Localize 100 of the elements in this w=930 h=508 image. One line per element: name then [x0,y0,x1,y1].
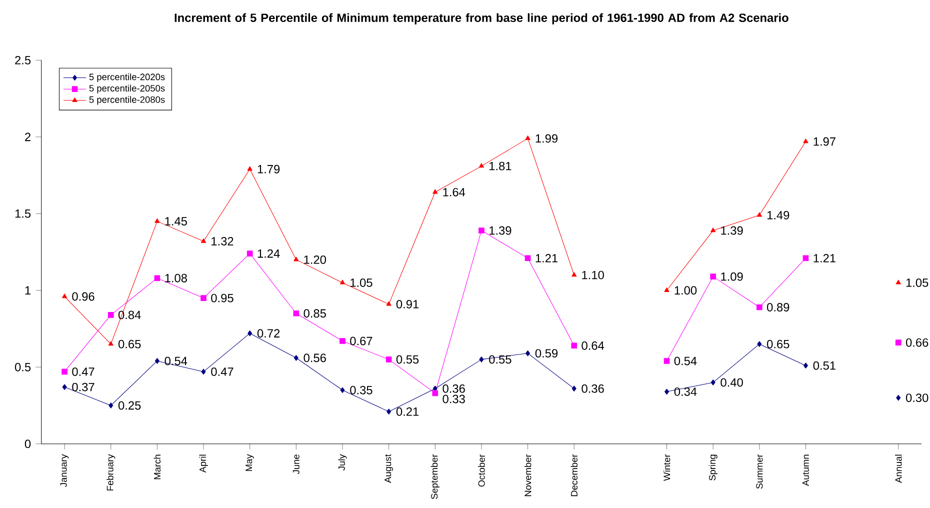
y-tick-label: 1 [25,286,30,295]
x-tick-label: June [292,454,300,474]
point [757,341,762,348]
data-label: 1.49 [767,211,790,220]
point [664,288,670,292]
data-label: 0.85 [304,309,326,318]
data-label: 0.59 [535,349,558,358]
point [386,408,392,415]
point [340,280,346,284]
x-tick-label: January [60,454,69,488]
legend-label: 5 percentile-2080s [89,96,165,105]
point [201,368,206,375]
data-label: 0.65 [767,340,790,348]
data-label: 0.67 [350,336,372,346]
legend-label: 5 percentile-2050s [89,84,165,94]
y-tick-label: 2 [25,132,30,142]
point [756,212,762,217]
data-label: 0.89 [767,303,790,312]
data-label: 0.47 [72,368,94,376]
legend-label: 5 percentile-2020s [89,74,165,82]
point [62,294,68,298]
x-tick-label: December [570,454,578,496]
data-label: 0.66 [906,338,928,347]
chart-title: Increment of 5 Percentile of Minimum temperature from base line period of 1961-1990 AD from A2 Scenario [174,13,788,24]
data-label: 0.55 [396,355,419,364]
data-label: 1.21 [536,254,558,262]
point [524,255,531,262]
point [340,338,346,344]
data-label: 0.25 [118,401,141,410]
data-label: 1.81 [490,162,512,170]
point [386,356,392,362]
data-label: 0.95 [211,294,234,302]
point [664,358,670,364]
point [478,228,484,234]
y-tick-label: 1.5 [15,210,31,218]
x-tick-label: Summer [756,454,763,489]
point [525,136,530,140]
data-label: 1.79 [258,165,280,174]
point [803,362,808,369]
data-label: 1.97 [814,137,836,146]
data-label: 0.65 [118,340,141,348]
point [154,358,160,364]
data-label: 0.55 [489,355,512,364]
point [664,388,670,395]
y-tick-label: 0 [24,440,31,448]
point [108,402,114,408]
point [294,256,299,262]
x-tick-label: May [246,454,254,471]
x-tick-label: Winter [663,454,670,481]
data-label: 1.21 [814,254,836,262]
point [386,301,392,306]
data-label: 0.35 [350,386,372,394]
point [896,280,901,284]
point [895,340,902,346]
point [432,390,438,396]
data-label: 0.54 [674,356,697,366]
data-label: 0.36 [442,384,465,393]
data-label: 1.20 [304,256,326,264]
point [710,228,716,232]
data-label: 0.64 [582,342,604,350]
point [200,238,206,243]
point [154,275,160,282]
data-label: 0.34 [674,388,697,396]
point [293,310,300,316]
data-label: 0.72 [257,329,280,338]
point [246,250,253,257]
x-tick-label: Autumn [802,454,809,486]
point [248,330,252,336]
data-label: 0.91 [396,300,419,309]
data-label: 1.32 [212,237,234,246]
x-tick-label: Annual [894,454,902,484]
x-tick-label: March [154,454,161,480]
point [108,312,114,318]
data-label: 0.51 [813,361,836,370]
data-label: 1.39 [721,226,743,235]
data-label: 0.36 [582,384,604,393]
data-label: 1.24 [258,249,280,258]
point [756,304,762,310]
point [710,274,716,280]
data-label: 0.54 [164,356,188,366]
point [479,356,484,362]
point [154,218,160,224]
data-label: 0.47 [211,368,234,376]
data-label: 0.96 [72,292,94,301]
x-tick-label: August [384,454,393,484]
point [247,166,252,171]
point [896,395,901,401]
y-tick-label: 2.5 [15,56,31,65]
data-label: 0.33 [442,394,465,404]
x-tick-label: April [199,454,208,473]
point [200,295,206,302]
x-tick-label: February [106,454,116,491]
point [803,138,808,144]
data-label: 0.21 [396,408,419,416]
x-tick-label: October [478,454,485,487]
point [62,368,68,375]
x-tick-label: July [338,454,347,471]
data-label: 1.08 [165,274,187,282]
data-label: 0.56 [304,354,326,362]
data-label: 1.00 [674,286,697,295]
